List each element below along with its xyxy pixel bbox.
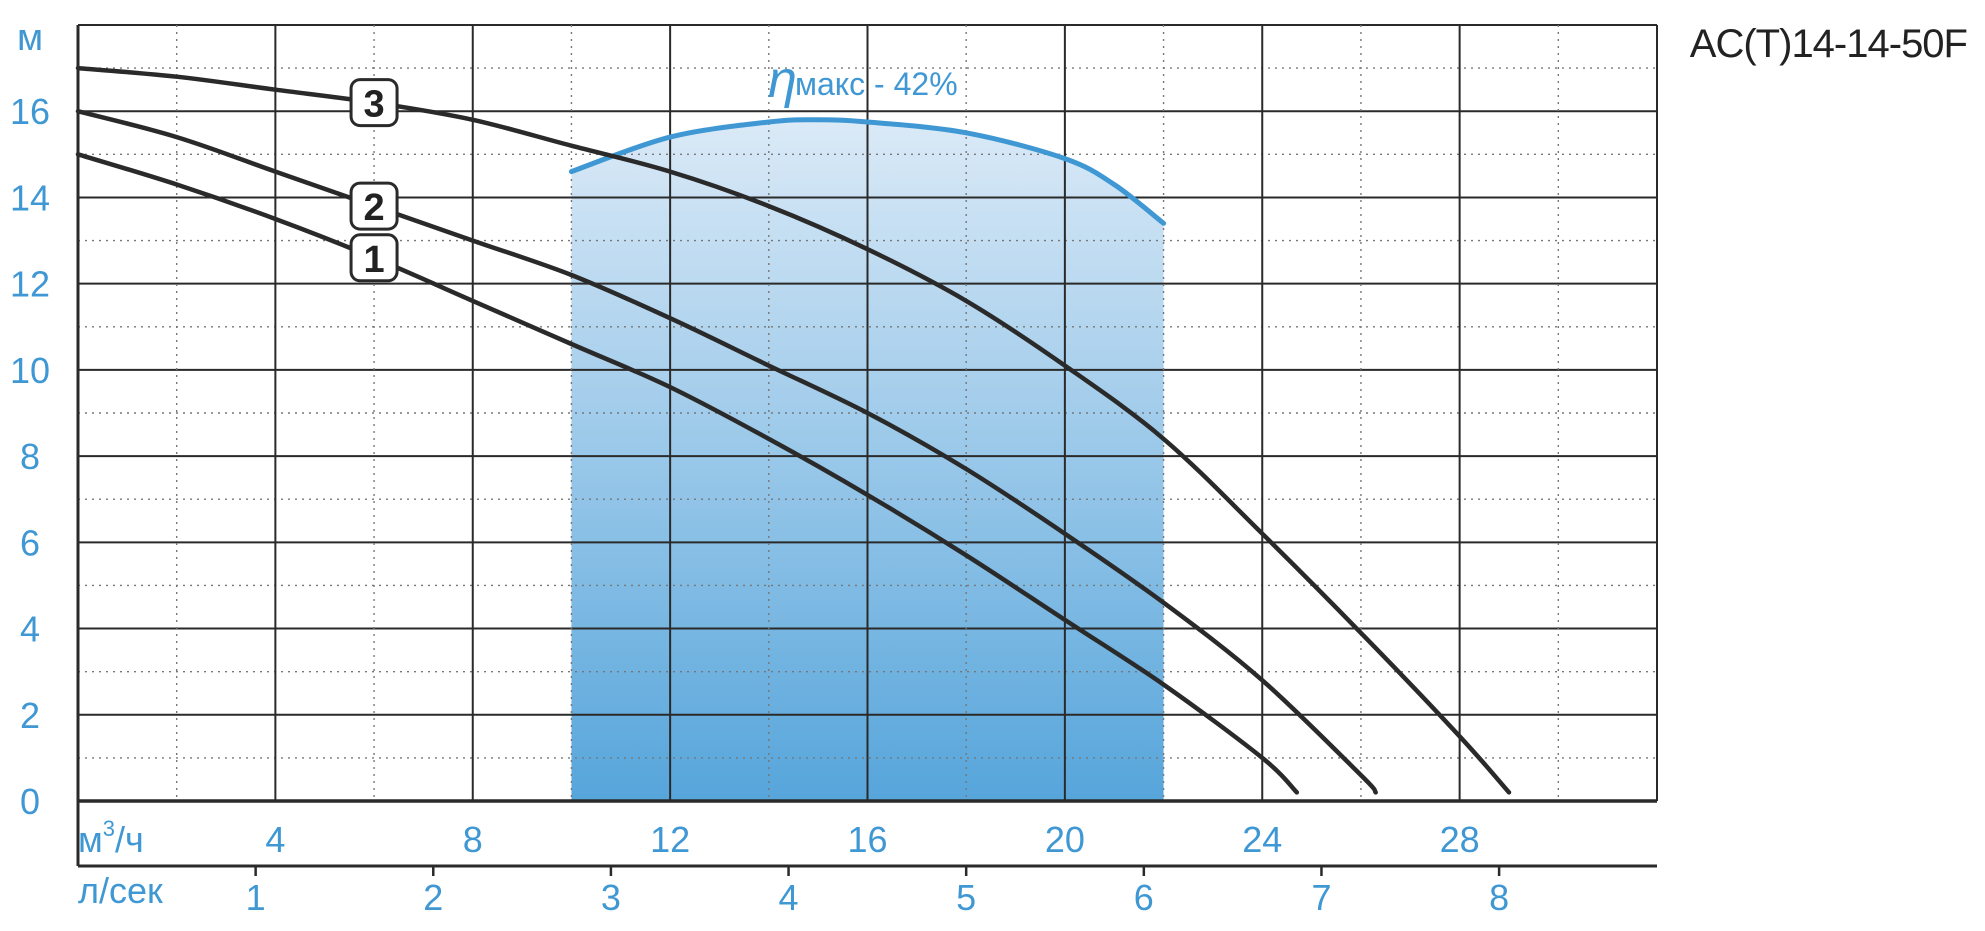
curve-label-box [349,233,399,283]
y-tick-label: 8 [20,436,40,477]
curve-label: 3 [363,84,384,126]
x2-axis-unit: л/сек [78,870,163,911]
x2-tick-label: 3 [601,877,621,918]
axes [76,25,1657,876]
curve-label-box [349,181,399,231]
efficiency-label: макс - 42% [795,66,958,102]
y-axis-unit: м [17,17,43,59]
x-axis-unit-base: м [78,819,103,860]
head-curves: 1 2 3 [75,65,1512,795]
x2-tick-label: 1 [246,877,266,918]
x2-tick-label: 2 [423,877,443,918]
x-tick-label: 24 [1242,819,1282,860]
x-tick-label: 20 [1045,819,1085,860]
x2-tick-label: 5 [956,877,976,918]
y-tick-label: 16 [10,91,50,132]
efficiency-symbol: η [768,51,797,109]
x-tick-label: 4 [265,819,285,860]
x-tick-label: 16 [847,819,887,860]
x2-tick-label: 7 [1311,877,1331,918]
head-curve-2 [75,108,1378,795]
y-tick-label: 12 [10,264,50,305]
x-axis-unit: м3/ч [78,816,144,860]
efficiency-curve [568,117,1167,226]
curve-label: 2 [363,187,384,229]
x2-tick-label: 8 [1489,877,1509,918]
y-tick-label: 10 [10,350,50,391]
y-tick-label: 6 [20,522,40,563]
model-title: AC(T)14-14-50F [1689,22,1968,66]
grid [78,24,1658,802]
x-tick-label: 8 [463,819,483,860]
x-tick-label: 28 [1440,819,1480,860]
efficiency-curve-group [568,117,1167,226]
head-curve-3 [75,65,1512,795]
x-tick-label: 12 [650,819,690,860]
x-axis-unit-suffix: /ч [115,819,144,860]
x2-tick-label: 6 [1134,877,1154,918]
y-tick-label: 14 [10,177,50,218]
y-tick-label: 0 [20,781,40,822]
head-curve-1 [75,152,1300,795]
curve-label: 1 [363,239,384,281]
y-tick-label: 4 [20,609,40,650]
curve-label-box [349,78,399,128]
x2-tick-label: 4 [779,877,799,918]
y-tick-label: 2 [20,695,40,736]
x-axis-unit-sup: 3 [103,816,115,841]
